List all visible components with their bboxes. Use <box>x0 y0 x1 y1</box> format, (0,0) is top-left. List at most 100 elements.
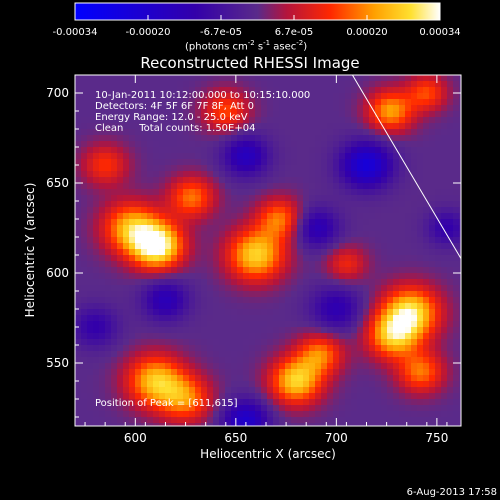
heatmap-cell <box>417 381 424 388</box>
heatmap-cell <box>99 309 106 316</box>
heatmap-cell <box>345 249 352 256</box>
heatmap-cell <box>333 177 340 184</box>
heatmap-cell <box>381 405 388 412</box>
heatmap-cell <box>177 267 184 274</box>
heatmap-cell <box>411 111 418 118</box>
heatmap-cell <box>213 249 220 256</box>
heatmap-cell <box>273 333 280 340</box>
heatmap-cell <box>225 207 232 214</box>
heatmap-cell <box>279 243 286 250</box>
heatmap-cell <box>147 375 154 382</box>
heatmap-cell <box>81 249 88 256</box>
heatmap-cell <box>225 201 232 208</box>
heatmap-cell <box>291 243 298 250</box>
heatmap-cell <box>231 165 238 172</box>
heatmap-cell <box>279 201 286 208</box>
heatmap-cell <box>141 171 148 178</box>
heatmap-cell <box>381 321 388 328</box>
heatmap-cell <box>153 141 160 148</box>
heatmap-cell <box>339 285 346 292</box>
heatmap-cell <box>189 237 196 244</box>
heatmap-cell <box>201 303 208 310</box>
heatmap-cell <box>345 99 352 106</box>
heatmap-cell <box>321 135 328 142</box>
heatmap-cell <box>255 351 262 358</box>
colorbar-tick-label: -0.00034 <box>53 27 98 38</box>
heatmap-cell <box>213 303 220 310</box>
heatmap-cell <box>237 273 244 280</box>
heatmap-cell <box>435 387 442 394</box>
heatmap-cell <box>453 381 460 388</box>
heatmap-cell <box>117 351 124 358</box>
heatmap-cell <box>81 201 88 208</box>
heatmap-cell <box>141 261 148 268</box>
heatmap-cell <box>453 321 460 328</box>
heatmap-cell <box>105 423 112 426</box>
heatmap-cell <box>171 315 178 322</box>
heatmap-cell <box>459 207 461 214</box>
heatmap-cell <box>231 243 238 250</box>
heatmap-cell <box>333 339 340 346</box>
heatmap-cell <box>183 75 190 82</box>
heatmap-cell <box>231 249 238 256</box>
heatmap-cell <box>405 243 412 250</box>
heatmap-cell <box>111 159 118 166</box>
heatmap-cell <box>381 195 388 202</box>
heatmap-cell <box>375 249 382 256</box>
heatmap-cell <box>369 357 376 364</box>
heatmap-cell <box>429 333 436 340</box>
heatmap-cell <box>321 405 328 412</box>
annotation-time-range: 10-Jan-2011 10:12:00.000 to 10:15:10.000 <box>95 90 311 101</box>
heatmap-cell <box>237 237 244 244</box>
heatmap-cell <box>117 189 124 196</box>
y-axis-label: Heliocentric Y (arcsec) <box>23 183 37 318</box>
heatmap-cell <box>459 117 461 124</box>
heatmap-cell <box>447 327 454 334</box>
heatmap-cell <box>81 297 88 304</box>
heatmap-cell <box>369 321 376 328</box>
heatmap-cell <box>267 189 274 196</box>
heatmap-cell <box>75 213 82 220</box>
heatmap-cell <box>237 81 244 88</box>
heatmap-cell <box>177 159 184 166</box>
heatmap-cell <box>183 345 190 352</box>
heatmap-cell <box>405 249 412 256</box>
heatmap-cell <box>405 141 412 148</box>
heatmap-cell <box>117 105 124 112</box>
heatmap-cell <box>453 141 460 148</box>
heatmap-cell <box>81 405 88 412</box>
heatmap-cell <box>297 327 304 334</box>
heatmap-cell <box>459 423 461 426</box>
heatmap-cell <box>381 363 388 370</box>
heatmap-cell <box>327 213 334 220</box>
heatmap-cell <box>219 195 226 202</box>
heatmap-cell <box>147 405 154 412</box>
heatmap-cell <box>81 165 88 172</box>
heatmap-cell <box>243 405 250 412</box>
heatmap-cell <box>435 381 442 388</box>
heatmap-cell <box>273 315 280 322</box>
heatmap-cell <box>195 237 202 244</box>
heatmap-cell <box>135 273 142 280</box>
heatmap-cell <box>321 291 328 298</box>
heatmap-cell <box>81 303 88 310</box>
heatmap-cell <box>321 273 328 280</box>
heatmap-cell <box>171 375 178 382</box>
heatmap-cell <box>273 339 280 346</box>
heatmap-cell <box>339 147 346 154</box>
heatmap-cell <box>447 141 454 148</box>
heatmap-cell <box>369 309 376 316</box>
heatmap-cell <box>267 129 274 136</box>
heatmap-cell <box>333 261 340 268</box>
heatmap-cell <box>237 141 244 148</box>
heatmap-cell <box>75 141 82 148</box>
heatmap-cell <box>435 165 442 172</box>
heatmap-cell <box>81 117 88 124</box>
heatmap-cell <box>81 171 88 178</box>
heatmap-cell <box>405 183 412 190</box>
heatmap-cell <box>429 267 436 274</box>
heatmap-cell <box>201 153 208 160</box>
heatmap-cell <box>363 345 370 352</box>
heatmap-cell <box>195 327 202 334</box>
heatmap-cell <box>129 411 136 418</box>
